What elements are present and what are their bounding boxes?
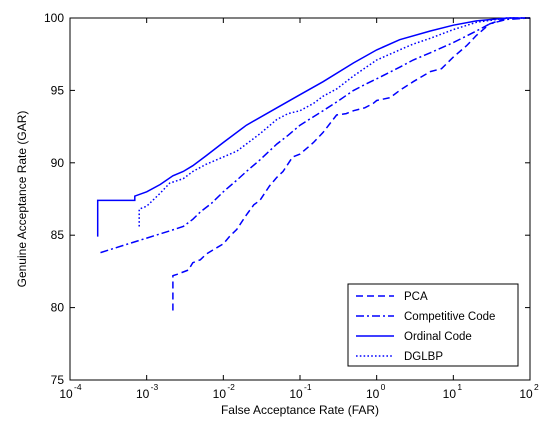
x-tick-label: 10: [519, 387, 533, 401]
series-line-competitive-code: [100, 17, 531, 254]
y-axis-label: Genuine Acceptance Rate (GAR): [15, 111, 29, 288]
series-line-pca: [172, 17, 530, 311]
series-line-ordinal-code: [96, 17, 530, 237]
x-tick-exponent: -2: [227, 382, 235, 392]
legend-box: [347, 283, 519, 367]
x-tick-exponent: 0: [381, 382, 386, 392]
series-layer: [96, 17, 531, 311]
x-tick-label: 10: [289, 387, 303, 401]
x-tick-exponent: 1: [457, 382, 462, 392]
x-tick-label: 10: [366, 387, 380, 401]
x-tick-exponent: -3: [151, 382, 159, 392]
x-tick-label: 10: [136, 387, 150, 401]
legend-label: Ordinal Code: [404, 331, 472, 343]
y-tick-label: 100: [44, 11, 64, 25]
x-tick-label: 10: [213, 387, 227, 401]
x-tick-exponent: 2: [534, 382, 539, 392]
x-tick-label: 10: [59, 387, 73, 401]
x-tick-exponent: -1: [304, 382, 312, 392]
x-tick-label: 10: [443, 387, 457, 401]
legend-label: Competitive Code: [404, 311, 495, 323]
legend: PCA Competitive Code Ordinal Code DGLBP: [347, 283, 519, 367]
y-tick-label: 95: [51, 83, 65, 97]
y-tick-label: 85: [51, 228, 65, 242]
legend-label: PCA: [404, 291, 428, 303]
y-tick-label: 80: [51, 301, 65, 315]
legend-label: DGLBP: [404, 351, 443, 363]
x-tick-exponent: -4: [74, 382, 82, 392]
x-axis-label: False Acceptance Rate (FAR): [221, 403, 379, 417]
y-tick-label: 75: [51, 373, 65, 387]
y-tick-label: 90: [51, 156, 65, 170]
